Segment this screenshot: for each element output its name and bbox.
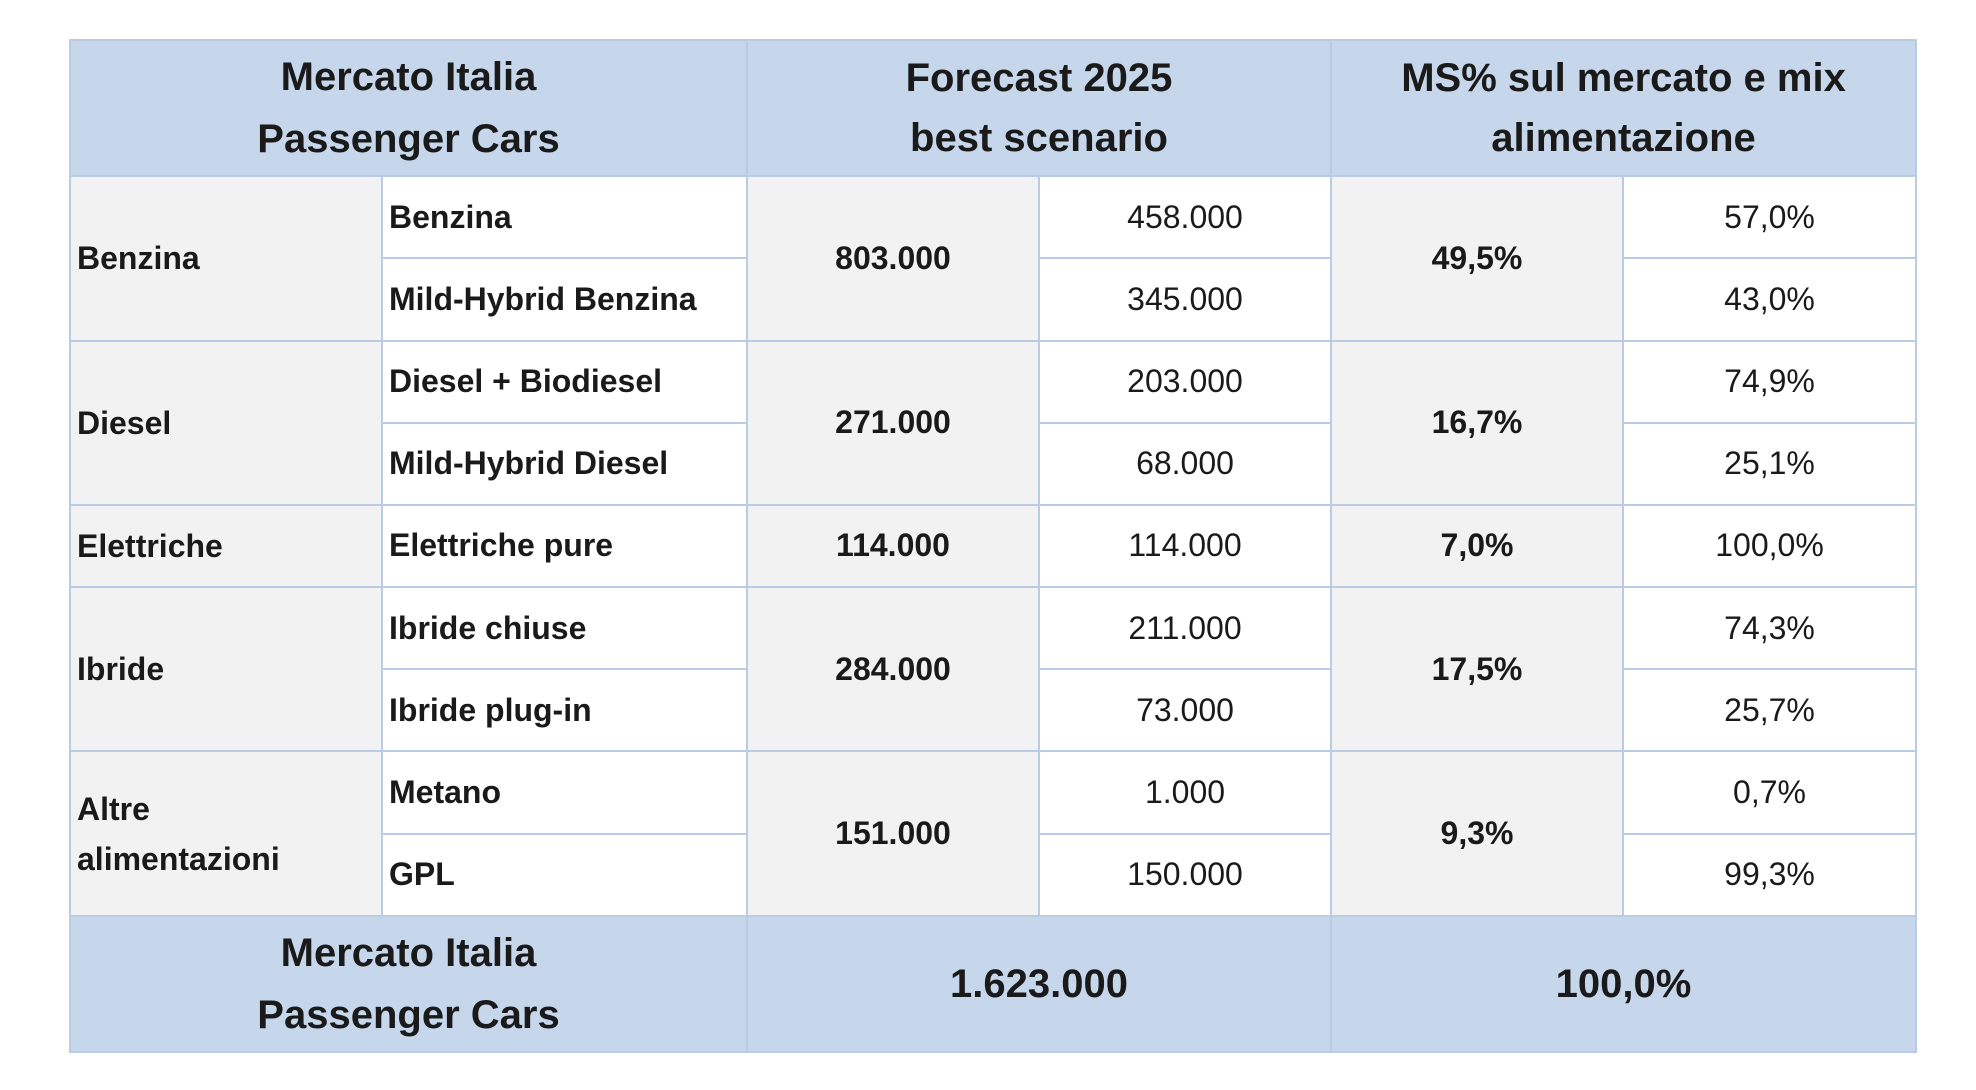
category-cell: Elettriche xyxy=(69,503,383,589)
subcategory-value-cell: 68.000 xyxy=(1038,421,1332,506)
header-forecast-cell: Forecast 2025 best scenario xyxy=(746,38,1332,178)
table-row: Diesel Diesel + Biodiesel 271.000 203.00… xyxy=(69,339,1918,506)
market-share-cell: 16,7% xyxy=(1330,339,1624,506)
footer-market-line1: Mercato Italia xyxy=(280,930,537,975)
subcategory-value-cell: 345.000 xyxy=(1038,257,1332,342)
subcategory-value-cell: 114.000 xyxy=(1038,503,1332,589)
table-row: Ibride Ibride chiuse 284.000 211.000 17,… xyxy=(69,586,1918,753)
subcategory-value-cell: 211.000 xyxy=(1038,586,1332,671)
subcategory-value-cell: 1.000 xyxy=(1038,750,1332,835)
footer-market-cell: Mercato Italia Passenger Cars xyxy=(69,914,748,1054)
mix-cell: 25,1% xyxy=(1621,421,1918,506)
table-footer-row: Mercato Italia Passenger Cars 1.623.000 … xyxy=(69,914,1918,1054)
category-cell: Diesel xyxy=(69,339,383,506)
header-ms-line1: MS% sul mercato e mix xyxy=(1401,56,1846,101)
footer-market-line2: Passenger Cars xyxy=(257,992,560,1037)
market-share-cell: 9,3% xyxy=(1330,750,1624,917)
subcategory-cell: GPL xyxy=(381,832,748,917)
table-header-row: Mercato Italia Passenger Cars Forecast 2… xyxy=(69,38,1918,178)
category-cell: Ibride xyxy=(69,586,383,753)
category-total-cell: 284.000 xyxy=(746,586,1040,753)
category-total-cell: 271.000 xyxy=(746,339,1040,506)
category-label-line1: Altre xyxy=(77,790,150,827)
header-market-line1: Mercato Italia xyxy=(280,55,537,100)
footer-share-cell: 100,0% xyxy=(1329,914,1918,1054)
table-row: Elettriche Elettriche pure 114.000 114.0… xyxy=(69,503,1918,589)
subcategory-cell: Diesel + Biodiesel xyxy=(381,339,748,424)
category-label-line2: alimentazioni xyxy=(77,840,280,877)
mix-cell: 57,0% xyxy=(1621,175,1918,260)
subcategory-value-cell: 73.000 xyxy=(1038,668,1332,753)
footer-total-cell: 1.623.000 xyxy=(746,914,1332,1054)
mix-cell: 99,3% xyxy=(1621,832,1918,917)
market-share-cell: 7,0% xyxy=(1330,503,1624,589)
subcategory-cell: Ibride plug-in xyxy=(381,668,748,753)
category-total-cell: 803.000 xyxy=(746,175,1040,342)
header-market-line2: Passenger Cars xyxy=(257,117,560,162)
category-total-cell: 114.000 xyxy=(746,503,1040,589)
table-row: Mild-Hybrid Diesel 68.000 25,1% xyxy=(70,421,1918,506)
market-share-cell: 49,5% xyxy=(1330,175,1624,342)
subcategory-cell: Ibride chiuse xyxy=(381,586,748,671)
mix-cell: 74,3% xyxy=(1621,586,1918,671)
category-cell: Altre alimentazioni xyxy=(69,750,383,917)
subcategory-cell: Benzina xyxy=(381,175,748,260)
mix-cell: 43,0% xyxy=(1621,257,1918,342)
subcategory-value-cell: 150.000 xyxy=(1038,832,1332,917)
market-share-cell: 17,5% xyxy=(1330,586,1624,753)
table-row: GPL 150.000 99,3% xyxy=(70,832,1918,917)
header-forecast-line2: best scenario xyxy=(910,116,1168,161)
subcategory-cell: Mild-Hybrid Benzina xyxy=(381,257,748,342)
category-total-cell: 151.000 xyxy=(746,750,1040,917)
header-ms-line2: alimentazione xyxy=(1491,116,1756,161)
mix-cell: 100,0% xyxy=(1621,503,1918,589)
header-market-cell: Mercato Italia Passenger Cars xyxy=(69,38,748,178)
mix-cell: 74,9% xyxy=(1621,339,1918,424)
mix-cell: 25,7% xyxy=(1621,668,1918,753)
subcategory-cell: Metano xyxy=(381,750,748,835)
forecast-table: Mercato Italia Passenger Cars Forecast 2… xyxy=(69,38,1918,1054)
subcategory-cell: Mild-Hybrid Diesel xyxy=(381,421,748,506)
table-row: Altre alimentazioni Metano 151.000 1.000… xyxy=(69,750,1918,917)
category-cell: Benzina xyxy=(69,175,383,342)
subcategory-value-cell: 203.000 xyxy=(1038,339,1332,424)
table-row: Ibride plug-in 73.000 25,7% xyxy=(70,668,1918,753)
table-row: Benzina Benzina 803.000 458.000 49,5% 57… xyxy=(69,175,1918,342)
header-forecast-line1: Forecast 2025 xyxy=(905,56,1173,101)
subcategory-cell: Elettriche pure xyxy=(381,503,748,589)
subcategory-value-cell: 458.000 xyxy=(1038,175,1332,260)
table-row: Mild-Hybrid Benzina 345.000 43,0% xyxy=(70,257,1918,342)
mix-cell: 0,7% xyxy=(1621,750,1918,835)
header-ms-cell: MS% sul mercato e mix alimentazione xyxy=(1329,38,1918,178)
